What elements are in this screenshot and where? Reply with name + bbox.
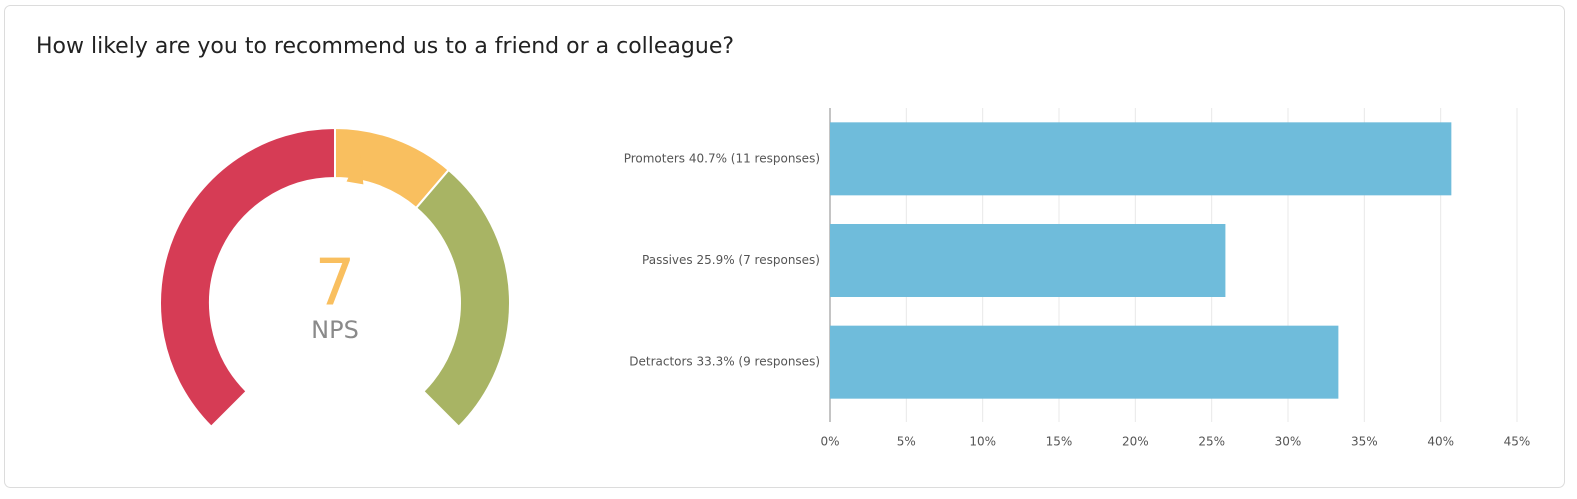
x-tick-label: 40%: [1427, 435, 1454, 449]
bar: [830, 224, 1226, 297]
gauge-label: NPS: [311, 316, 359, 344]
y-tick-label: Promoters 40.7% (11 responses): [624, 151, 820, 165]
x-tick-label: 30%: [1275, 435, 1302, 449]
x-tick-label: 15%: [1046, 435, 1073, 449]
bar: [830, 325, 1339, 399]
title: How likely are you to recommend us to a …: [36, 34, 734, 59]
x-tick-label: 45%: [1504, 435, 1531, 449]
bar: [830, 122, 1452, 196]
x-tick-label: 5%: [897, 435, 916, 449]
y-tick-label: Passives 25.9% (7 responses): [642, 253, 820, 267]
x-tick-label: 0%: [820, 435, 839, 449]
x-tick-label: 35%: [1351, 435, 1378, 449]
card-border: [4, 5, 1565, 488]
x-tick-label: 25%: [1198, 435, 1225, 449]
gauge-needle: [346, 153, 364, 185]
x-tick-label: 10%: [969, 435, 996, 449]
gauge-band: [414, 168, 511, 429]
gauge-value: 7: [315, 247, 356, 321]
y-tick-label: Detractors 33.3% (9 responses): [629, 355, 820, 369]
gauge-band: [159, 126, 336, 429]
x-tick-label: 20%: [1122, 435, 1149, 449]
